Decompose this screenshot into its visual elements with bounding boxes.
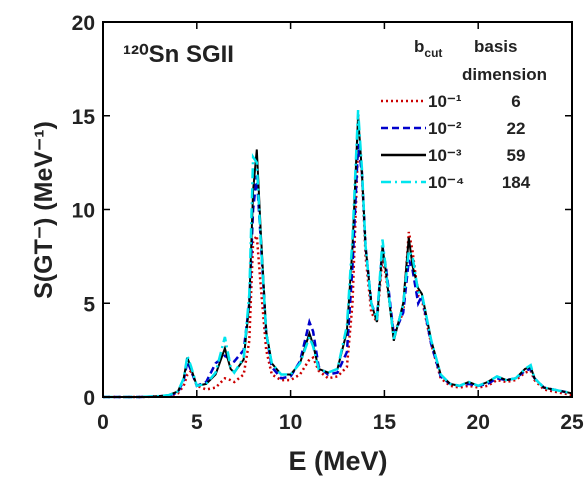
legend-header: dimension xyxy=(462,65,547,84)
series-line xyxy=(103,115,573,398)
legend-label: 10⁻¹ xyxy=(428,92,462,111)
legend-dimension: 22 xyxy=(507,119,526,138)
legend-header-b: b xyxy=(414,37,424,56)
y-axis-label: S(GT⁻) (MeV⁻¹) xyxy=(30,121,58,299)
legend-label: 10⁻⁴ xyxy=(428,173,464,192)
chart-title: ¹²⁰Sn SGII xyxy=(123,41,234,68)
y-tick-label: 5 xyxy=(83,293,95,316)
x-tick-label: 5 xyxy=(191,411,203,434)
y-tick-label: 15 xyxy=(72,106,96,129)
x-axis-label: E (MeV) xyxy=(288,446,387,476)
x-tick-label: 15 xyxy=(373,411,397,434)
series-line xyxy=(103,110,573,399)
legend-header-sub: cut xyxy=(424,46,442,60)
x-tick-label: 0 xyxy=(97,411,109,434)
legend-dimension: 59 xyxy=(507,146,526,165)
legend-label: 10⁻³ xyxy=(428,146,462,165)
legend-header: bcut xyxy=(414,37,442,60)
x-tick-label: 20 xyxy=(467,411,490,434)
y-tick-label: 20 xyxy=(72,12,95,35)
legend-label: 10⁻² xyxy=(428,119,462,138)
x-tick-label: 25 xyxy=(560,411,584,434)
series-line xyxy=(103,143,573,399)
x-tick-label: 10 xyxy=(279,411,302,434)
y-tick-label: 10 xyxy=(72,200,95,223)
legend-header: basis xyxy=(474,37,517,56)
plot-frame xyxy=(102,21,573,398)
legend-dimension: 6 xyxy=(511,92,520,111)
legend-dimension: 184 xyxy=(502,173,531,192)
y-tick-label: 0 xyxy=(83,387,95,410)
